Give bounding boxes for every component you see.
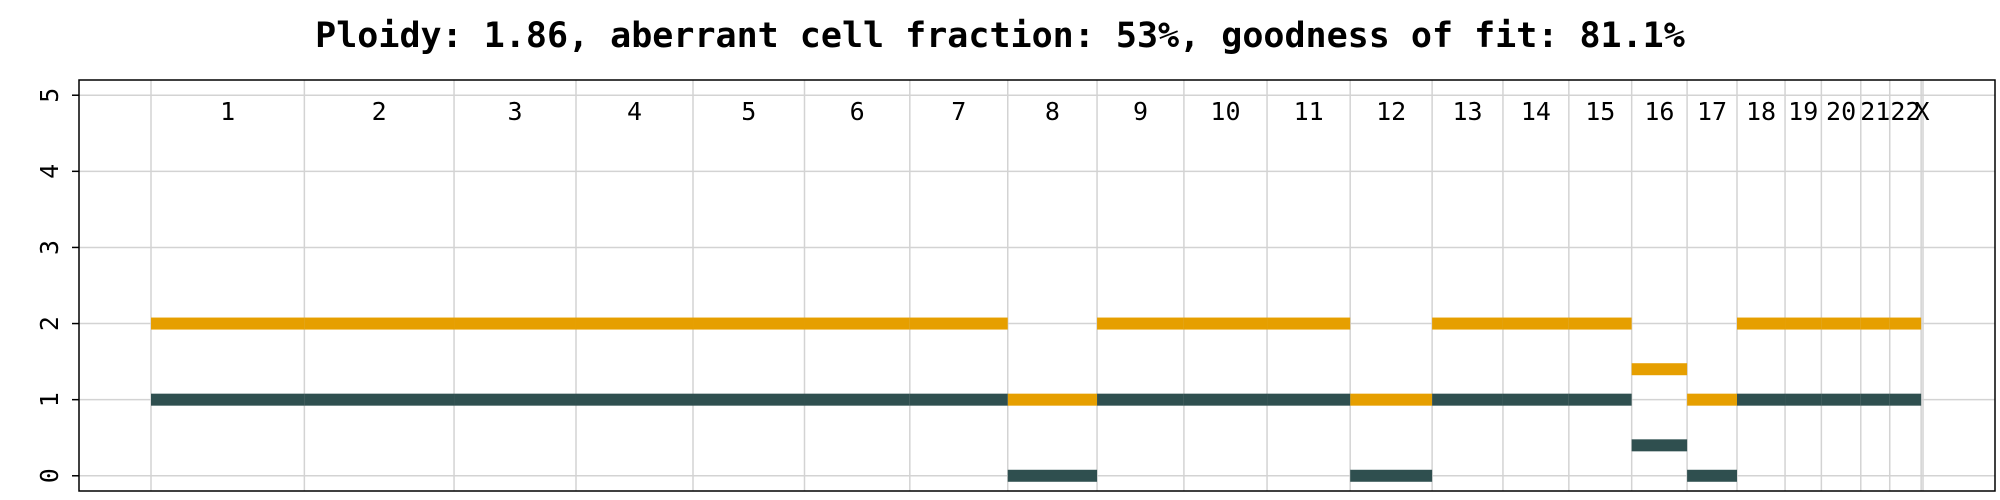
major-segment [1432, 317, 1503, 330]
y-tick-label: 0 [35, 468, 64, 483]
major-segment [909, 317, 1008, 330]
minor-segment [1889, 393, 1922, 406]
chromosome-label: 18 [1746, 97, 1776, 126]
major-segment [1568, 317, 1632, 330]
minor-segment [575, 393, 694, 406]
chromosome-label: 10 [1210, 97, 1240, 126]
major-segment [804, 317, 910, 330]
chromosome-label: 14 [1521, 97, 1551, 126]
minor-segment [454, 393, 576, 406]
major-segment [1785, 317, 1822, 330]
minor-segment [1785, 393, 1822, 406]
chromosome-label: 8 [1045, 97, 1060, 126]
minor-segment [909, 393, 1008, 406]
y-tick-label: 4 [35, 164, 64, 179]
chromosome-label-layer: 1 2 3 4 5 6 7 8 9 10 11 12 13 14 15 16 17 18 19 20 21 22X [220, 97, 1929, 126]
grid-layer [79, 80, 1995, 491]
major-segment [1007, 393, 1098, 406]
chromosome-label: 1 [220, 97, 235, 126]
major-segment [454, 317, 576, 330]
minor-segment [151, 393, 305, 406]
minor-segment [1631, 439, 1688, 452]
y-tick-label: 1 [35, 392, 64, 407]
minor-segment [1432, 393, 1503, 406]
chromosome-label: 6 [850, 97, 865, 126]
chromosome-label: 11 [1294, 97, 1324, 126]
major-segment [1267, 317, 1351, 330]
minor-segment [804, 393, 910, 406]
minor-segment [693, 393, 805, 406]
major-segment [693, 317, 805, 330]
chromosome-label: 9 [1133, 97, 1148, 126]
y-tick-label: 3 [35, 240, 64, 255]
plot-frame [78, 79, 1996, 492]
minor-segment [1350, 469, 1433, 482]
major-segment [1350, 393, 1433, 406]
minor-segment [1183, 393, 1268, 406]
chromosome-label: 22 [1890, 97, 1920, 126]
major-segment [304, 317, 455, 330]
chromosome-label: 20 [1826, 97, 1856, 126]
minor-segment [1821, 393, 1861, 406]
minor-segment [1097, 393, 1184, 406]
chromosome-label: 15 [1585, 97, 1615, 126]
major-segment [1860, 317, 1890, 330]
chromosome-label: 13 [1452, 97, 1482, 126]
minor-segment [1736, 393, 1786, 406]
major-segment [1097, 317, 1184, 330]
chromosome-label: 21 [1860, 97, 1890, 126]
chart-title: Ploidy: 1.86, aberrant cell fraction: 53… [315, 16, 1685, 56]
chromosome-label: X [1915, 97, 1930, 126]
major-segment [1889, 317, 1922, 330]
major-segment [1502, 317, 1569, 330]
major-segment [1183, 317, 1268, 330]
chromosome-label: 19 [1788, 97, 1818, 126]
y-tick-label: 5 [35, 88, 64, 103]
major-segment [1687, 393, 1737, 406]
y-tick-label: 2 [35, 316, 64, 331]
major-segment [575, 317, 694, 330]
chromosome-label: 5 [741, 97, 756, 126]
minor-segment [1687, 469, 1737, 482]
minor-segment [1860, 393, 1890, 406]
chromosome-label: 4 [627, 97, 642, 126]
major-segment [1631, 363, 1688, 376]
chromosome-label: 17 [1697, 97, 1727, 126]
chromosome-label: 3 [507, 97, 522, 126]
major-segment [151, 317, 305, 330]
chromosome-label: 2 [372, 97, 387, 126]
chromosome-label: 7 [951, 97, 966, 126]
chromosome-label: 16 [1644, 97, 1674, 126]
y-axis: 0 1 2 3 4 5 [35, 88, 79, 483]
minor-segment [1568, 393, 1632, 406]
segment-layer [151, 317, 1922, 482]
minor-segment [1007, 469, 1098, 482]
major-segment [1736, 317, 1786, 330]
minor-segment [1502, 393, 1569, 406]
minor-segment [304, 393, 455, 406]
minor-segment [1267, 393, 1351, 406]
major-segment [1821, 317, 1861, 330]
chromosome-label: 12 [1376, 97, 1406, 126]
